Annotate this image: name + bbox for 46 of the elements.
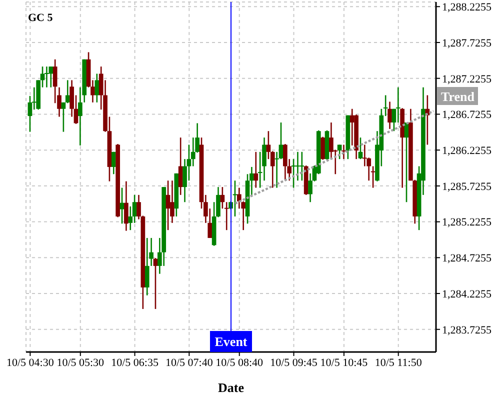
candlestick bbox=[396, 86, 400, 124]
candlestick bbox=[358, 136, 363, 160]
ref-line-label: Event bbox=[210, 331, 252, 352]
candlestick bbox=[300, 151, 304, 182]
y-tick-label: 1,288.2255 bbox=[442, 2, 492, 14]
x-tick-label: 10/5 06:35 bbox=[111, 356, 159, 369]
series-label: Trend bbox=[437, 87, 478, 106]
candlestick bbox=[388, 101, 392, 130]
candlestick bbox=[124, 180, 128, 232]
x-tick-label: 10/5 10:45 bbox=[320, 356, 368, 369]
x-tick-label: 10/5 08:40 bbox=[216, 356, 264, 369]
x-tick-label: 10/5 09:45 bbox=[270, 356, 318, 369]
x-axis-title: Date bbox=[217, 380, 245, 396]
candlestick bbox=[111, 151, 116, 175]
candlestick bbox=[94, 73, 100, 104]
candlestick bbox=[291, 158, 296, 188]
y-tick-label: 1,285.7255 bbox=[442, 180, 492, 193]
y-tick-label: 1,285.2255 bbox=[442, 216, 492, 229]
candlestick bbox=[320, 136, 326, 160]
y-tick-label: 1,287.2255 bbox=[442, 73, 492, 86]
y-tick-label: 1,284.2255 bbox=[442, 288, 492, 300]
candlestick bbox=[337, 144, 342, 160]
candlestick bbox=[120, 187, 124, 224]
x-tick-label: 10/5 05:30 bbox=[56, 356, 105, 369]
candlestick bbox=[283, 143, 288, 182]
candlestick bbox=[178, 136, 183, 196]
candlestick bbox=[144, 237, 150, 296]
candlestick bbox=[44, 66, 49, 88]
candlestick bbox=[296, 151, 300, 182]
y-tick-label: 1,287.7255 bbox=[442, 37, 492, 50]
text: GC 5 bbox=[28, 12, 53, 24]
x-tick-label: 10/5 07:40 bbox=[165, 356, 214, 369]
candlestick bbox=[166, 180, 170, 231]
y-tick-label: 1,283.7255 bbox=[442, 324, 492, 336]
candlestick bbox=[153, 257, 158, 310]
candlestick bbox=[254, 151, 258, 188]
x-tick-label: 10/5 04:30 bbox=[6, 356, 54, 369]
candlestick bbox=[220, 186, 225, 210]
x-tick-label: 10/5 11:50 bbox=[374, 356, 422, 369]
y-tick-label: 1,286.7255 bbox=[442, 109, 492, 122]
candlestick bbox=[350, 108, 354, 146]
candlestick bbox=[236, 187, 242, 210]
y-tick-label: 1,286.2255 bbox=[442, 144, 492, 157]
candlestick bbox=[48, 66, 54, 88]
y-tick-label: 1,284.7255 bbox=[442, 252, 492, 265]
candlestick bbox=[232, 180, 238, 218]
